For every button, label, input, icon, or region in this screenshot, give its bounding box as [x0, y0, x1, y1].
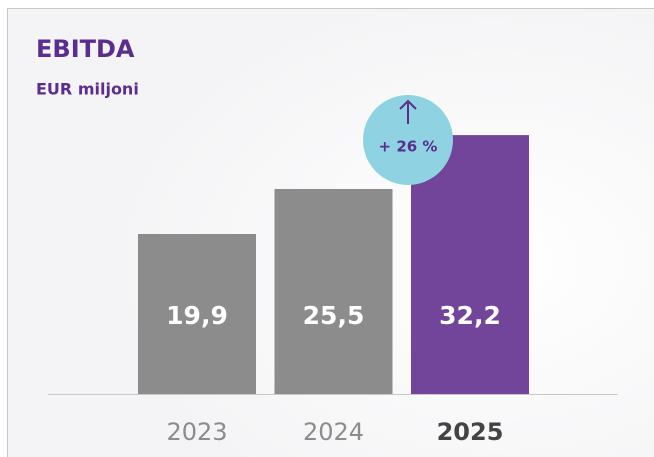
value-label: 19,9 [166, 301, 228, 330]
chart-subtitle: EUR miljoni [36, 80, 139, 99]
x-tick-label: 2024 [303, 418, 364, 446]
value-label: 32,2 [439, 301, 501, 330]
annotation: + 26 % [379, 138, 438, 156]
arrow-up [399, 99, 417, 124]
value-label: 25,5 [303, 301, 365, 330]
annotation-bubble [363, 95, 453, 185]
x-tick-label: 2023 [166, 418, 227, 446]
bar [138, 234, 256, 394]
x-tick-label: 2025 [437, 418, 504, 446]
chart-title: EBITDA [36, 35, 135, 63]
bar [274, 188, 393, 394]
